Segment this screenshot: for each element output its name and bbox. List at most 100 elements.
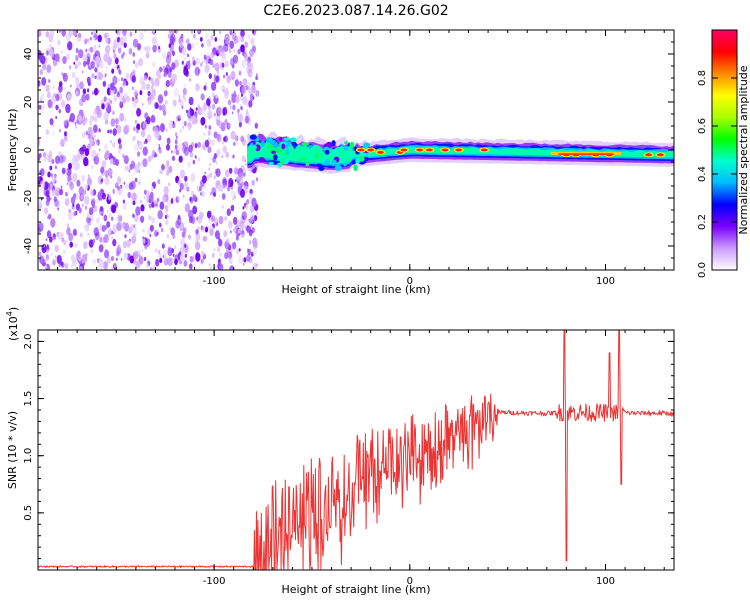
- heatmap-noise-dot: [191, 158, 194, 162]
- heatmap-noise-dot: [213, 112, 216, 117]
- heatmap-noise-dot: [69, 112, 76, 123]
- heatmap-noise-dot: [148, 99, 152, 106]
- heatmap-noise-dot: [156, 69, 161, 78]
- heatmap-band-blob: [252, 145, 257, 150]
- heatmap-noise-dot: [84, 195, 90, 205]
- heatmap-noise-dot: [166, 137, 171, 145]
- heatmap-noise-dot: [209, 163, 211, 167]
- heatmap-noise-dot: [225, 72, 228, 76]
- heatmap-noise-dot: [232, 104, 236, 111]
- heatmap-noise-dot: [83, 113, 86, 118]
- heatmap-noise-dot: [38, 104, 42, 110]
- heatmap-noise-dot: [163, 71, 168, 78]
- heatmap-noise-dot: [159, 123, 165, 133]
- heatmap-band-blob: [266, 137, 273, 144]
- heatmap-noise-dot: [188, 209, 194, 219]
- heatmap-noise-dot: [180, 169, 185, 179]
- heatmap-noise-dot: [85, 131, 89, 136]
- heatmap-noise-dot: [89, 137, 94, 145]
- heatmap-noise-dot: [156, 197, 160, 203]
- heatmap-noise-dot: [91, 31, 93, 35]
- heatmap-noise-dot: [255, 73, 258, 77]
- colorbar-fill: [712, 30, 737, 270]
- heatmap-band-blob: [331, 140, 336, 147]
- heatmap-noise-dot: [182, 142, 185, 146]
- heatmap-noise-dot: [72, 258, 77, 267]
- heatmap-noise-dot: [146, 83, 151, 91]
- heatmap-noise-dot: [84, 183, 89, 190]
- heatmap-noise-dot: [78, 186, 84, 196]
- heatmap-noise-dot: [222, 106, 228, 116]
- heatmap-noise-dot: [169, 67, 173, 73]
- heatmap-noise-dot: [93, 155, 100, 165]
- heatmap-noise-dot: [240, 44, 245, 53]
- heatmap-noise-dot: [224, 252, 229, 260]
- heatmap-noise-dot: [234, 167, 239, 175]
- heatmap-noise-dot: [243, 172, 246, 177]
- heatmap-noise-dot: [96, 153, 99, 157]
- heatmap-noise-dot: [155, 248, 158, 253]
- heatmap-noise-dot: [113, 53, 117, 60]
- heatmap-noise-dot: [76, 179, 81, 187]
- heatmap-noise-dot: [206, 53, 211, 60]
- heatmap-noise-dot: [79, 265, 83, 270]
- heatmap-noise-dot: [75, 54, 79, 62]
- heatmap-noise-dot: [248, 239, 252, 245]
- heatmap-hotspot-core: [656, 153, 664, 157]
- heatmap-noise-dot: [166, 80, 171, 87]
- heatmap-noise-dot: [82, 119, 86, 126]
- heatmap-noise-dot: [61, 167, 66, 175]
- heatmap-noise-dot: [39, 69, 43, 76]
- heatmap-noise-dot: [101, 178, 104, 182]
- heatmap-noise-dot: [48, 34, 54, 43]
- heatmap-noise-dot: [161, 243, 165, 249]
- heatmap-noise-dot: [83, 241, 88, 250]
- heatmap-noise-dot: [175, 135, 178, 140]
- heatmap-noise-dot: [240, 135, 245, 143]
- heatmap-noise-dot: [93, 205, 98, 212]
- heatmap-noise-dot: [201, 43, 204, 48]
- heatmap-noise-dot: [96, 141, 99, 146]
- heatmap-noise-dot: [199, 192, 202, 196]
- heatmap-noise-dot: [183, 120, 187, 127]
- heatmap-noise-dot: [196, 42, 198, 46]
- heatmap-noise-dot: [74, 243, 77, 248]
- heatmap-noise-dot: [104, 224, 108, 230]
- heatmap-band-blob: [281, 143, 286, 150]
- heatmap-band-blob: [353, 164, 358, 172]
- heatmap-hotspot-core: [441, 148, 449, 152]
- heatmap-band-blob: [349, 141, 355, 149]
- heatmap-noise-dot: [117, 148, 121, 155]
- heatmap-noise-dot: [166, 128, 168, 132]
- y-tick-label: 1.0: [23, 448, 34, 464]
- heatmap-noise-dot: [122, 240, 128, 249]
- heatmap-noise-dot: [142, 228, 145, 233]
- heatmap-noise-dot: [242, 206, 245, 210]
- heatmap-noise-dot: [166, 169, 170, 176]
- heatmap-noise-dot: [215, 161, 218, 165]
- heatmap-noise-dot: [228, 177, 234, 188]
- x-tick-label: 100: [596, 276, 615, 287]
- heatmap-noise-dot: [105, 52, 110, 59]
- heatmap-noise-dot: [103, 96, 107, 102]
- heatmap-noise-dot: [97, 191, 103, 201]
- heatmap-noise-dot: [61, 233, 64, 237]
- heatmap-noise-dot: [216, 119, 221, 126]
- heatmap-noise-dot: [229, 265, 235, 270]
- heatmap-noise-dot: [233, 141, 236, 146]
- heatmap-noise-dot: [70, 84, 72, 88]
- heatmap-noise-dot: [215, 264, 218, 270]
- heatmap-noise-dot: [60, 185, 63, 189]
- heatmap-noise-dot: [106, 210, 109, 213]
- heatmap-noise-dot: [55, 93, 60, 102]
- heatmap-noise-dot: [166, 143, 170, 151]
- heatmap-noise-dot: [136, 107, 142, 117]
- heatmap-noise-dot: [255, 90, 260, 97]
- heatmap-noise-dot: [204, 82, 207, 86]
- heatmap-noise-dot: [228, 48, 232, 53]
- heatmap-noise-dot: [228, 220, 233, 229]
- heatmap-band-blob: [360, 152, 366, 157]
- heatmap-noise-dot: [255, 177, 259, 182]
- heatmap-noise-dot: [195, 232, 201, 242]
- heatmap-noise-dot: [153, 31, 156, 35]
